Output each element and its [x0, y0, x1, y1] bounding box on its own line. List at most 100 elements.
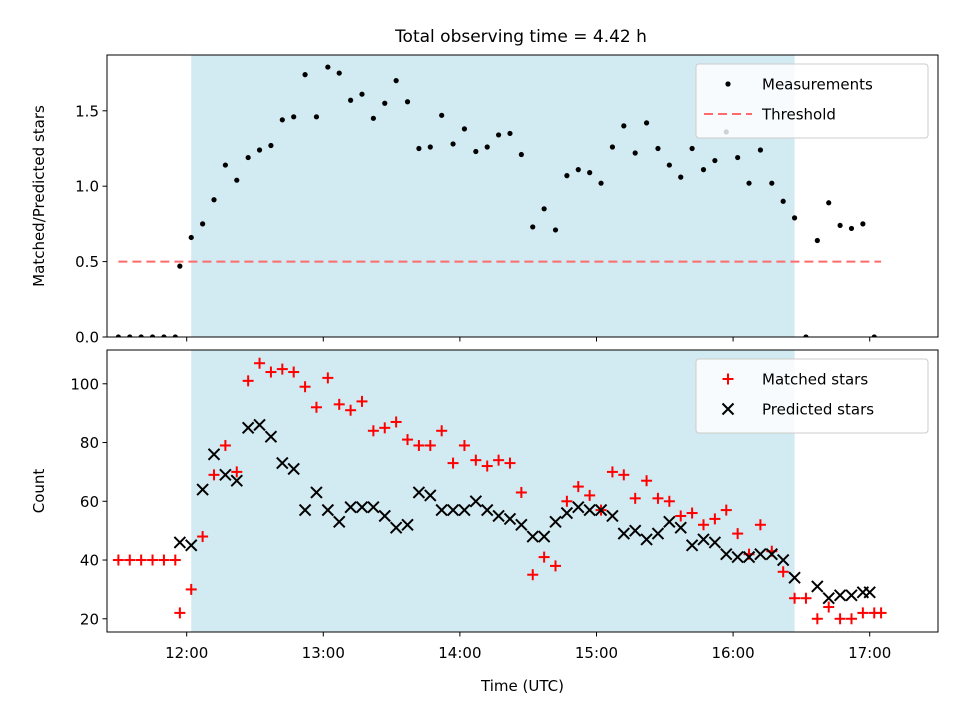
- matched-star-point: [231, 466, 243, 478]
- measurement-point: [211, 197, 217, 203]
- predicted-star-point: [481, 503, 494, 517]
- measurement-point: [700, 167, 707, 173]
- cross-b: [560, 506, 574, 520]
- measurement-point: [678, 174, 684, 180]
- cross-b: [173, 536, 187, 549]
- predicted-star-point: [549, 515, 562, 529]
- predicted-star-point: [617, 527, 631, 540]
- cross-b: [765, 547, 779, 561]
- cross-b: [378, 509, 391, 523]
- cross-b: [617, 527, 631, 540]
- cross-b: [572, 500, 585, 514]
- measurement-point: [871, 334, 877, 337]
- cross-b: [469, 495, 483, 508]
- predicted-star-point: [503, 512, 517, 526]
- cross-b: [367, 500, 380, 514]
- matched-star-point: [618, 469, 630, 481]
- measurement-point: [348, 97, 354, 103]
- legend-label: Threshold: [761, 106, 836, 124]
- cross-b: [276, 456, 289, 470]
- measurement-point: [172, 334, 178, 337]
- cross-b: [344, 500, 357, 514]
- predicted-star-point: [731, 550, 744, 564]
- predicted-star-point: [458, 503, 471, 517]
- cross-b: [594, 503, 608, 517]
- predicted-star-point: [389, 521, 403, 534]
- measurement-point: [518, 151, 524, 158]
- measurement-point: [689, 145, 695, 152]
- legend-box: [695, 63, 929, 139]
- axes-frame: [106, 349, 939, 633]
- measurement-point: [382, 100, 388, 106]
- cross-b: [537, 530, 551, 543]
- measurement-point: [149, 334, 156, 337]
- axes-frame: [106, 54, 939, 338]
- matched-star-point: [789, 592, 801, 604]
- matched-star-point: [584, 489, 596, 501]
- predicted-star-point: [811, 580, 824, 593]
- matched-star-point: [447, 457, 459, 469]
- matched-star-point: [754, 519, 766, 531]
- x-tick-label: 15:00: [575, 644, 618, 662]
- legend-marker-measurements: [725, 81, 731, 87]
- matched-star-point: [458, 439, 470, 451]
- predicted-star-point: [344, 500, 357, 514]
- predicted-star-point: [863, 586, 876, 599]
- measurement-point: [803, 334, 809, 337]
- cross-b: [230, 474, 243, 487]
- predicted-star-point: [515, 518, 528, 531]
- matched-star-point: [504, 457, 516, 469]
- predicted-star-point: [310, 486, 323, 499]
- measurement-point: [427, 144, 433, 150]
- predicted-star-point: [572, 500, 585, 514]
- measurement-point: [814, 237, 820, 244]
- y-axis-label: Count: [30, 469, 48, 514]
- cross-b: [412, 486, 426, 499]
- cross-b: [389, 521, 403, 534]
- matched-star-point: [686, 507, 698, 519]
- matched-star-point: [629, 492, 641, 504]
- predicted-star-point: [435, 503, 448, 517]
- measurement-point: [461, 126, 468, 132]
- measurement-point: [138, 334, 144, 337]
- matched-star-point: [413, 439, 425, 451]
- measurement-point: [735, 154, 741, 161]
- predicted-star-point: [253, 418, 266, 432]
- matched-star-point: [481, 460, 493, 472]
- matched-star-point: [208, 469, 220, 481]
- predicted-star-point: [526, 530, 539, 543]
- measurement-point: [541, 206, 547, 212]
- measurement-point: [757, 147, 764, 153]
- matched-star-point: [402, 434, 414, 446]
- matched-star-point: [345, 404, 357, 416]
- matched-star-point: [823, 601, 835, 613]
- predicted-star-point: [776, 553, 790, 567]
- x-tick-label: 13:00: [302, 644, 345, 662]
- measurement-point: [279, 117, 285, 123]
- matched-star-point: [333, 398, 345, 410]
- top-panel: 0.0 0.5 1.0 1.5 Matched/Predicted stars Measu…: [30, 54, 939, 347]
- measurement-point: [302, 72, 308, 78]
- y-tick-label: 1.5: [75, 102, 99, 120]
- y-axis-label: Matched/Predicted stars: [30, 105, 48, 287]
- cross-b: [219, 468, 232, 482]
- predicted-star-point: [640, 533, 653, 546]
- measurement-point: [860, 221, 866, 227]
- measurement-point: [325, 64, 331, 70]
- measurement-point: [234, 177, 240, 183]
- matched-star-point: [424, 439, 436, 451]
- predicted-star-point: [185, 539, 198, 552]
- cross-b: [845, 589, 858, 602]
- matched-star-point: [675, 510, 687, 522]
- matched-star-point: [169, 554, 181, 566]
- measurement-point: [450, 141, 456, 147]
- x-tick-label: 17:00: [848, 644, 891, 662]
- cross-b: [674, 521, 687, 534]
- legend-marker-predicted-b: [721, 402, 735, 416]
- matched-star-point: [527, 569, 539, 581]
- cross-b: [697, 533, 710, 546]
- plot-area: [112, 357, 887, 625]
- chart-title: Total observing time = 4.42 h: [394, 27, 647, 47]
- measurement-point: [609, 144, 616, 150]
- measurement-point: [404, 99, 411, 105]
